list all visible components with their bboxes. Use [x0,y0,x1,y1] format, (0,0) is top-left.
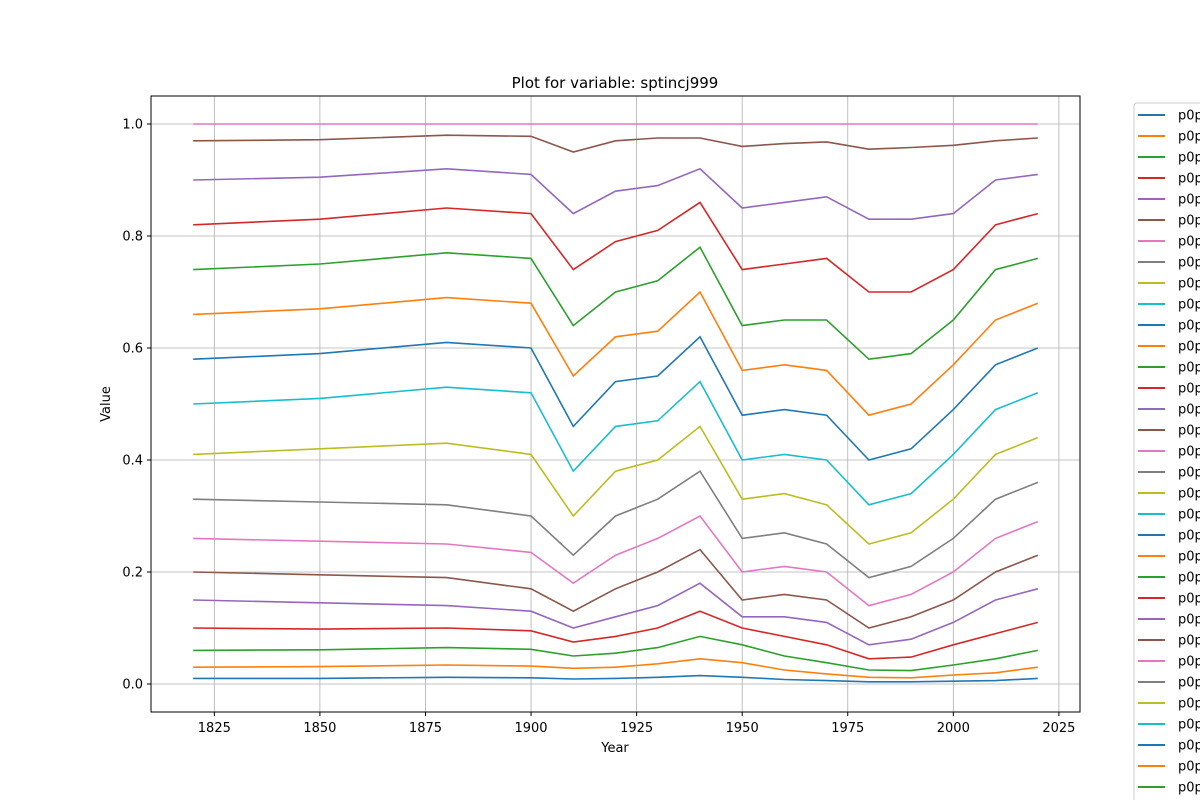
legend-label: p0p [1178,592,1200,607]
legend-label: p0p [1178,718,1200,733]
series-line [193,635,1038,672]
legend-label: p0p [1178,214,1200,229]
legend-label: p0p [1178,550,1200,565]
y-tick-label: 0.4 [122,454,143,469]
y-tick-label: 0.2 [122,566,143,581]
legend-label: p0p [1178,403,1200,418]
x-axis-label: Year [600,741,629,756]
series-line [193,514,1039,607]
x-tick-label: 1950 [726,721,759,736]
legend-label: p0p [1178,424,1200,439]
y-axis-label: Value [99,386,114,422]
series-lines [193,123,1039,683]
x-tick-label: 1875 [409,721,442,736]
legend-label: p0p [1178,529,1200,544]
series-line [193,134,1038,153]
series-line [193,470,1039,579]
legend-label: p0p [1178,634,1200,649]
series-line [193,425,1039,545]
x-tick-label: 1975 [831,721,864,736]
legend-label: p0p [1178,109,1200,124]
series-line [193,610,1039,660]
legend-label: p0p [1178,298,1200,313]
y-tick-label: 0.6 [122,342,143,357]
series-line [193,548,1039,629]
plot-frame [150,95,1081,713]
y-tick-label: 1.0 [122,118,143,133]
legend-label: p0p [1178,382,1200,397]
plot-axes: 1825 1850 1875 1900 1925 1950 1975 2000 2025 0.0 0… [122,95,1081,736]
legend-label: p0p [1178,340,1200,355]
legend-label: p0p [1178,172,1200,187]
legend-label: p0p [1178,487,1200,502]
series-line [193,201,1039,293]
series-line [193,657,1038,679]
legend: p0p p0p p0p p0p p0p p0p p0p p0p p0p p0p p0p p0p p0p p… [1133,102,1200,800]
series-line [193,290,1039,417]
legend-label: p0p [1178,361,1200,376]
legend-label: p0p [1178,319,1200,334]
x-tick-label: 2000 [937,721,970,736]
chart-title: Plot for variable: sptincj999 [512,74,719,92]
legend-box [1133,102,1200,800]
series-line [193,167,1038,220]
legend-label: p0p [1178,277,1200,292]
x-tick-label: 1900 [514,721,547,736]
x-tick-label: 1850 [303,721,336,736]
legend-label: p0p [1178,130,1200,145]
legend-label: p0p [1178,445,1200,460]
legend-label: p0p [1178,508,1200,523]
legend-label: p0p [1178,697,1200,712]
legend-label: p0p [1178,235,1200,250]
x-tick-label: 1825 [198,721,231,736]
legend-label: p0p [1178,739,1200,754]
series-line [193,582,1039,646]
series-line [193,335,1039,461]
legend-label: p0p [1178,676,1200,691]
y-tick-label: 0.0 [122,678,143,693]
legend-label: p0p [1178,760,1200,775]
y-tick-label: 0.8 [122,230,143,245]
x-tick-label: 2025 [1042,721,1075,736]
legend-label: p0p [1178,571,1200,586]
legend-label: p0p [1178,655,1200,670]
legend-label: p0p [1178,256,1200,271]
legend-label: p0p [1178,151,1200,166]
legend-label: p0p [1178,781,1200,796]
legend-label: p0p [1178,193,1200,208]
series-line [193,380,1039,506]
legend-label: p0p [1178,613,1200,628]
x-tick-label: 1925 [620,721,653,736]
series-line [193,674,1038,683]
legend-label: p0p [1178,466,1200,481]
series-line [193,245,1039,361]
